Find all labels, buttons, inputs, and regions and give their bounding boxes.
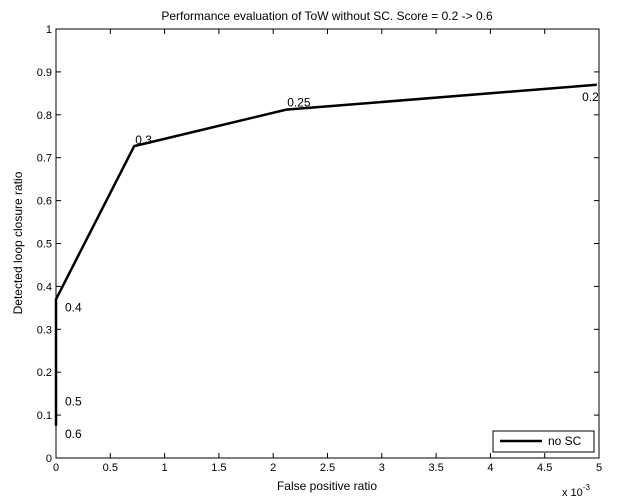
x-tick-label: 4.5 bbox=[537, 462, 552, 474]
y-tick-label: 0.9 bbox=[37, 67, 52, 79]
x-tick-label: 3 bbox=[379, 462, 385, 474]
chart-title: Performance evaluation of ToW without SC… bbox=[161, 9, 493, 23]
y-axis-label: Detected loop closure ratio bbox=[11, 171, 25, 314]
y-tick-label: 0.2 bbox=[37, 367, 52, 379]
x-exponent: x 10-3 bbox=[562, 483, 590, 499]
x-tick-label: 3.5 bbox=[428, 462, 443, 474]
point-annotation: 0.4 bbox=[65, 300, 82, 314]
point-annotation: 0.3 bbox=[135, 133, 152, 147]
point-annotation: 0.6 bbox=[65, 427, 82, 441]
plot-frame bbox=[55, 28, 600, 459]
y-tick-label: 0.7 bbox=[37, 153, 52, 165]
x-tick-label: 1 bbox=[162, 462, 168, 474]
x-axis: 0 0.5 1 1.5 2 2.5 3 3.5 4 4.5 5 bbox=[53, 29, 602, 474]
y-tick-label: 0.5 bbox=[37, 239, 52, 251]
y-tick-label: 0 bbox=[46, 453, 52, 465]
point-annotation: 0.25 bbox=[287, 96, 311, 110]
y-axis: 0 0.1 0.2 0.3 0.4 0.5 0.6 0.7 0.8 0.9 1 bbox=[37, 24, 599, 465]
series-line-no-sc bbox=[54, 83, 597, 426]
y-tick-label: 0.1 bbox=[37, 410, 52, 422]
y-tick-label: 0.8 bbox=[37, 110, 52, 122]
annotation-layer: 0.6 0.5 0.4 0.3 0.25 0.2 bbox=[65, 90, 599, 441]
legend: no SC bbox=[492, 430, 595, 453]
x-tick-label: 2.5 bbox=[320, 462, 335, 474]
x-tick-label: 0.5 bbox=[103, 462, 118, 474]
x-tick-label: 4 bbox=[487, 462, 493, 474]
legend-box bbox=[492, 430, 595, 453]
x-exponent-base: x 10 bbox=[562, 487, 583, 499]
y-tick-label: 1 bbox=[46, 24, 52, 36]
x-tick-label: 0 bbox=[53, 462, 59, 474]
x-tick-label: 1.5 bbox=[211, 462, 226, 474]
point-annotation: 0.2 bbox=[582, 90, 599, 104]
point-annotation: 0.5 bbox=[65, 395, 82, 409]
x-exponent-power: -3 bbox=[583, 483, 591, 492]
x-tick-label: 5 bbox=[596, 462, 602, 474]
x-axis-label: False positive ratio bbox=[277, 479, 377, 493]
legend-label-no-sc: no SC bbox=[548, 434, 582, 448]
y-tick-label: 0.6 bbox=[37, 196, 52, 208]
series-layer bbox=[54, 83, 597, 426]
y-tick-label: 0.3 bbox=[37, 324, 52, 336]
x-tick-label: 2 bbox=[270, 462, 276, 474]
y-tick-label: 0.4 bbox=[37, 281, 52, 293]
